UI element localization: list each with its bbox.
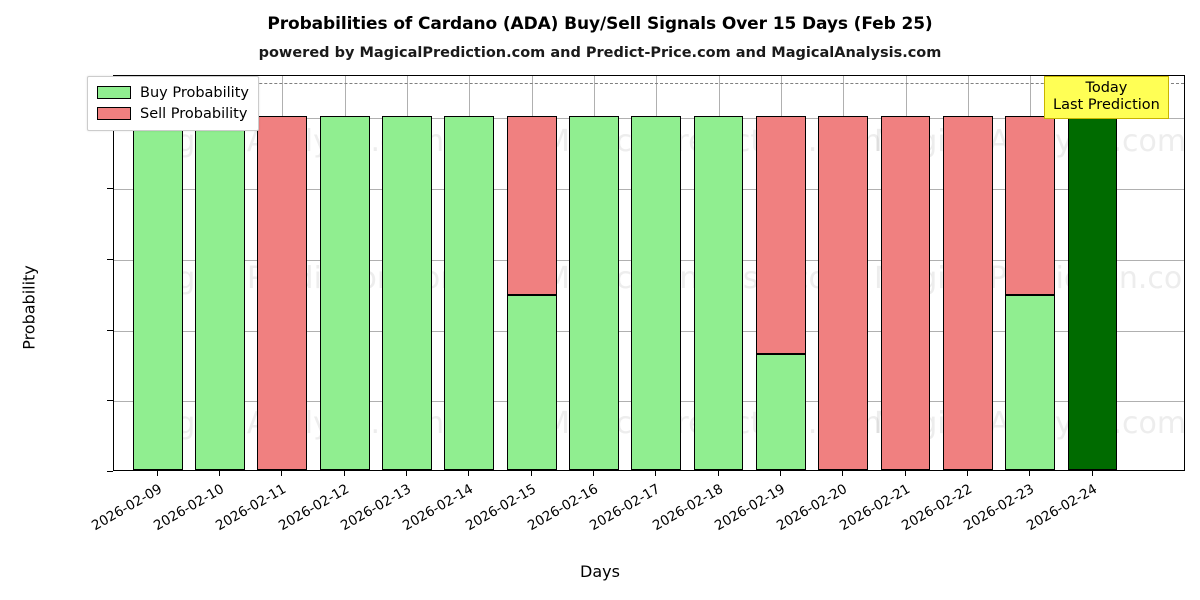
today-annotation-line2: Last Prediction bbox=[1053, 96, 1160, 113]
x-axis-tick-mark bbox=[281, 471, 282, 476]
bar-2026-02-24[interactable] bbox=[1067, 76, 1118, 470]
y-axis-tick-mark bbox=[107, 471, 113, 472]
chart-subtitle: powered by MagicalPrediction.com and Pre… bbox=[258, 45, 942, 61]
bar-2026-02-09[interactable] bbox=[132, 76, 183, 470]
bar-2026-02-23[interactable] bbox=[1005, 76, 1056, 470]
legend-swatch-buy-icon bbox=[97, 86, 131, 99]
bar-segment-sell[interactable] bbox=[818, 116, 869, 470]
x-axis-tick-mark bbox=[406, 471, 407, 476]
bar-2026-02-22[interactable] bbox=[942, 76, 993, 470]
x-axis-tick-mark bbox=[780, 471, 781, 476]
legend-label-buy: Buy Probability bbox=[140, 84, 249, 101]
legend-item-sell: Sell Probability bbox=[97, 103, 249, 124]
x-axis-tick-mark bbox=[655, 471, 656, 476]
bar-2026-02-11[interactable] bbox=[257, 76, 308, 470]
bar-segment-buy[interactable] bbox=[631, 116, 682, 470]
y-axis-label: Probability bbox=[19, 265, 39, 350]
y-axis-tick-mark bbox=[107, 400, 113, 402]
legend-item-buy: Buy Probability bbox=[97, 82, 249, 103]
bar-segment-buy[interactable] bbox=[1005, 294, 1056, 470]
bar-2026-02-21[interactable] bbox=[880, 76, 931, 470]
chart-legend: Buy Probability Sell Probability bbox=[87, 76, 259, 131]
threshold-dashed-line bbox=[114, 83, 1184, 85]
today-annotation-line1: Today bbox=[1085, 80, 1128, 96]
bar-segment-sell[interactable] bbox=[942, 116, 993, 470]
x-axis-tick-mark bbox=[905, 471, 906, 476]
page-title: Probabilities of Cardano (ADA) Buy/Sell … bbox=[267, 14, 933, 34]
bar-2026-02-19[interactable] bbox=[755, 76, 806, 470]
plot-area: MagicalAnalysis.comMagicalPrediction.com… bbox=[113, 75, 1185, 471]
bar-segment-buy[interactable] bbox=[693, 116, 744, 470]
x-axis-tick-mark bbox=[1029, 471, 1030, 476]
bar-segment-sell[interactable] bbox=[1005, 116, 1056, 295]
bar-segment-today[interactable] bbox=[1067, 116, 1118, 470]
bar-segment-sell[interactable] bbox=[880, 116, 931, 470]
x-axis-tick-mark bbox=[842, 471, 843, 476]
x-axis-tick-mark bbox=[967, 471, 968, 476]
bar-2026-02-15[interactable] bbox=[506, 76, 557, 470]
bar-segment-buy[interactable] bbox=[506, 294, 557, 470]
today-annotation: Today Last Prediction bbox=[1044, 76, 1169, 120]
bar-segment-buy[interactable] bbox=[132, 116, 183, 470]
bar-segment-sell[interactable] bbox=[257, 116, 308, 470]
bar-segment-buy[interactable] bbox=[568, 116, 619, 470]
bar-2026-02-16[interactable] bbox=[568, 76, 619, 470]
bar-segment-buy[interactable] bbox=[755, 354, 806, 470]
bar-2026-02-14[interactable] bbox=[444, 76, 495, 470]
bar-segment-buy[interactable] bbox=[195, 116, 245, 470]
x-axis-tick-mark bbox=[1092, 471, 1093, 476]
bar-2026-02-12[interactable] bbox=[319, 76, 370, 470]
bar-segment-buy[interactable] bbox=[319, 116, 370, 470]
x-axis-tick-mark bbox=[219, 471, 220, 476]
x-axis-label: Days bbox=[580, 562, 620, 581]
x-axis-tick-mark bbox=[344, 471, 345, 476]
x-axis-tick-mark bbox=[593, 471, 594, 476]
bar-2026-02-17[interactable] bbox=[631, 76, 682, 470]
bar-segment-sell[interactable] bbox=[755, 116, 806, 355]
y-axis-tick-mark bbox=[107, 329, 113, 331]
bar-2026-02-13[interactable] bbox=[382, 76, 432, 470]
y-axis-tick-mark bbox=[107, 258, 113, 260]
y-axis-tick-mark bbox=[107, 188, 113, 190]
x-axis-tick-mark bbox=[157, 471, 158, 476]
bar-2026-02-20[interactable] bbox=[818, 76, 869, 470]
bar-segment-buy[interactable] bbox=[382, 116, 432, 470]
bar-segment-sell[interactable] bbox=[506, 116, 557, 295]
legend-label-sell: Sell Probability bbox=[140, 105, 248, 122]
bar-2026-02-10[interactable] bbox=[195, 76, 245, 470]
x-axis-tick-mark bbox=[531, 471, 532, 476]
x-axis-tick-mark bbox=[718, 471, 719, 476]
legend-swatch-sell-icon bbox=[97, 107, 131, 120]
bar-segment-buy[interactable] bbox=[444, 116, 495, 470]
x-axis-tick-mark bbox=[468, 471, 469, 476]
bar-2026-02-18[interactable] bbox=[693, 76, 744, 470]
